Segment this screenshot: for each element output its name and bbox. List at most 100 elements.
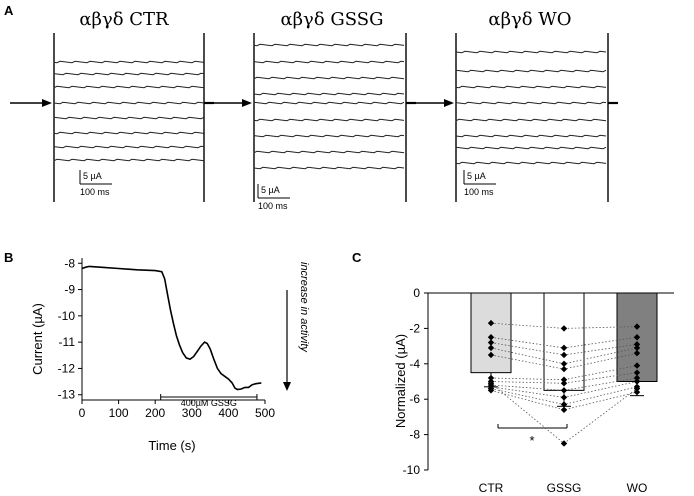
c-y-tick-label: -4: [409, 357, 420, 371]
trace-title: αβγδ CTR: [79, 9, 169, 30]
current-trace: [253, 60, 405, 64]
scale-bar: 5 µA 100 ms: [257, 184, 290, 211]
data-point: [633, 374, 641, 382]
c-y-tick-label: -10: [403, 463, 421, 477]
scale-current-label: 5 µA: [261, 185, 280, 195]
c-y-axis-title: Normalized (µA): [393, 334, 408, 428]
c-y-tick-label: -8: [409, 428, 420, 442]
current-trace: [455, 69, 607, 73]
data-point: [487, 319, 495, 327]
data-point: [633, 334, 641, 341]
data-point: [487, 380, 495, 387]
trace-title: αβγδ WO: [488, 9, 571, 30]
scale-current-label: 5 µA: [467, 171, 486, 181]
current-trace: [53, 101, 205, 105]
treatment-label: 400µM GSSG: [181, 398, 237, 408]
treatment-bar: [160, 394, 258, 400]
data-point: [633, 362, 641, 369]
data-point: [633, 341, 641, 348]
c-category-label: GSSG: [547, 481, 582, 495]
b-y-tick-label: -12: [58, 361, 76, 375]
current-trace: [455, 146, 607, 150]
scale-time-label: 100 ms: [464, 187, 494, 197]
data-point: [560, 360, 568, 367]
b-y-tick-label: -10: [58, 309, 76, 323]
b-x-tick-label: 400: [218, 406, 238, 420]
data-point: [560, 376, 568, 383]
b-x-axis-title: Time (s): [148, 438, 195, 453]
b-x-tick-label: 300: [182, 406, 202, 420]
current-trace: [253, 150, 405, 154]
current-trace: [455, 101, 607, 105]
data-point: [487, 374, 495, 382]
current-trace: [455, 85, 607, 89]
activity-arrow-label: increase in activity: [298, 262, 310, 353]
data-point: [560, 344, 568, 352]
data-point: [560, 440, 568, 447]
scale-time-label: 100 ms: [80, 187, 110, 197]
data-point: [633, 323, 641, 330]
c-y-tick-label: 0: [413, 286, 420, 300]
paired-line: [490, 365, 638, 381]
b-x-tick-label: 500: [255, 406, 275, 420]
significance-star: *: [529, 433, 534, 448]
panel-b-chart: -8 -9 -10 -11 -12 -130 100 200 300 400 500 400µM G…: [58, 256, 310, 420]
data-point: [633, 349, 641, 357]
panel-c-letter: C: [352, 250, 362, 265]
current-trace: [455, 118, 607, 122]
current-trace: [253, 166, 405, 170]
c-category-label: WO: [627, 481, 648, 495]
data-point: [633, 385, 641, 392]
current-trace: [253, 76, 405, 80]
data-point: [560, 406, 568, 414]
current-trace: [253, 92, 405, 96]
b-x-tick-label: 100: [109, 406, 129, 420]
b-y-tick-label: -13: [58, 388, 76, 402]
bar-gssg: [543, 292, 585, 391]
bar-ctr: [470, 292, 512, 374]
b-x-tick-label: 0: [79, 406, 86, 420]
current-trace: [253, 134, 405, 138]
trace-title: αβγδ GSSG: [281, 9, 384, 30]
paired-points: [487, 319, 641, 447]
current-trace: [53, 158, 205, 162]
data-point: [560, 380, 568, 387]
current-trace: [455, 50, 607, 54]
holding-level-arrow-icon: [42, 99, 52, 107]
current-trace: [53, 131, 205, 135]
data-point: [560, 394, 568, 401]
data-point: [560, 351, 568, 359]
significance-bracket: *: [497, 424, 568, 448]
b-y-tick-label: -11: [59, 335, 76, 349]
b-y-tick-label: -8: [64, 256, 75, 270]
b-x-tick-label: 200: [145, 406, 165, 420]
c-y-tick-label: -2: [409, 321, 420, 335]
current-trace: [253, 101, 405, 105]
data-point: [487, 387, 495, 394]
b-y-tick-label: -9: [64, 283, 75, 297]
c-y-tick-label: -6: [409, 392, 420, 406]
data-point: [560, 365, 568, 373]
current-trace-line: [81, 265, 262, 391]
panel-a-traces: αβγδ CTR 5 µA 100 ms αβγδ GSSG 5 µA 100 ms αβγ…: [10, 9, 618, 211]
paired-line: [490, 390, 638, 411]
current-trace: [455, 134, 607, 138]
data-point: [560, 387, 568, 394]
panel-c-chart: 0 -2 -4 -6 -8 -10 CTR GSSG WO *: [403, 286, 674, 495]
b-y-axis-title: Current (µA): [30, 303, 45, 375]
data-point: [487, 339, 495, 346]
scale-bar: 5 µA 100 ms: [79, 170, 112, 197]
data-point: [633, 378, 641, 385]
current-trace: [53, 72, 205, 76]
current-trace: [53, 85, 205, 89]
data-point: [633, 344, 641, 352]
data-point: [633, 388, 641, 396]
data-point: [560, 401, 568, 408]
current-trace: [253, 43, 405, 47]
current-trace: [455, 161, 607, 165]
current-trace: [53, 145, 205, 149]
current-trace: [53, 116, 205, 120]
panel-b-letter: B: [4, 250, 13, 265]
data-point: [633, 369, 641, 376]
activity-arrow-icon: [283, 382, 291, 391]
